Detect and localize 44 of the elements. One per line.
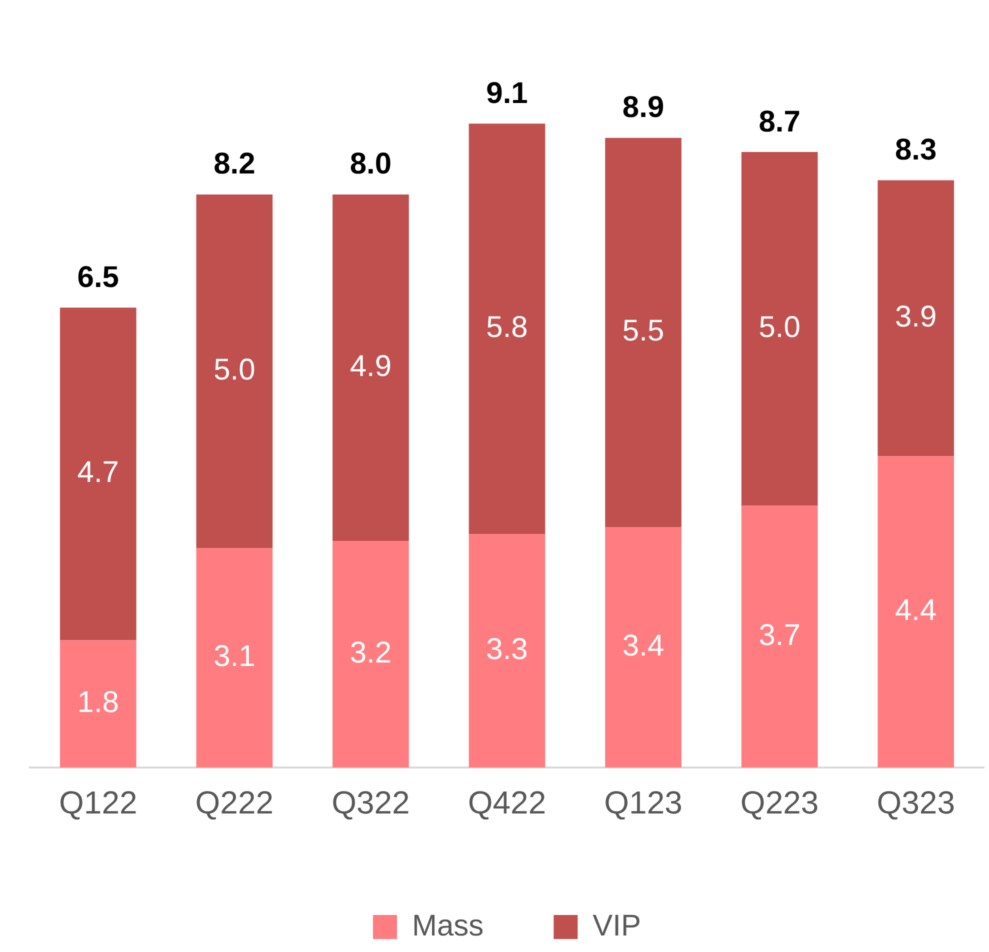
total-label: 8.3 [895, 134, 937, 167]
bar [196, 194, 273, 548]
x-tick-label: Q323 [876, 784, 955, 821]
data-label: 3.4 [622, 630, 664, 663]
data-label: 1.8 [77, 686, 119, 720]
data-label: 3.2 [350, 636, 392, 670]
data-label: 5.5 [622, 314, 664, 348]
bar [332, 194, 409, 542]
data-label: 5.8 [486, 311, 528, 344]
x-tick-label: Q123 [604, 784, 682, 821]
data-label: 3.7 [758, 618, 800, 652]
bar [60, 308, 136, 640]
total-label: 6.5 [77, 260, 119, 294]
data-label: 4.4 [895, 594, 937, 628]
bar [605, 138, 682, 528]
total-label: 9.1 [486, 76, 528, 110]
data-label: 5.0 [214, 354, 256, 387]
x-tick-label: Q422 [468, 784, 546, 821]
bar [468, 534, 546, 768]
bar [60, 640, 136, 768]
bar [605, 527, 682, 768]
data-label: 4.7 [77, 456, 119, 490]
x-tick-label: Q322 [332, 784, 410, 821]
total-label: 8.9 [622, 91, 664, 124]
legend-label: VIP [592, 909, 642, 942]
data-label: 3.3 [486, 633, 528, 666]
bar [741, 506, 818, 768]
bar [741, 152, 818, 506]
legend-label: Mass [412, 909, 484, 942]
data-label: 3.1 [214, 640, 256, 674]
total-label: 8.0 [350, 148, 392, 181]
bar [468, 124, 546, 534]
data-label: 5.0 [758, 311, 800, 344]
x-tick-label: Q222 [195, 784, 274, 821]
bar [878, 456, 954, 768]
total-label: 8.2 [214, 148, 256, 181]
data-label: 4.9 [350, 350, 392, 384]
data-label: 3.9 [895, 300, 937, 334]
bar [878, 180, 954, 456]
x-tick-label: Q223 [740, 784, 819, 821]
x-tick-label: Q122 [59, 784, 138, 821]
bar [332, 541, 409, 768]
bar [196, 548, 273, 768]
total-label: 8.7 [758, 105, 800, 138]
